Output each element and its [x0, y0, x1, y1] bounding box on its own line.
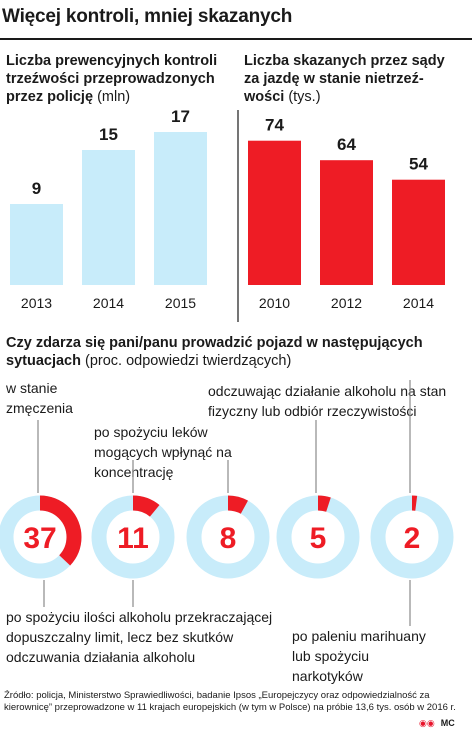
publisher-logo: ◉◉ MC — [419, 718, 455, 729]
title-rule — [0, 38, 472, 40]
bar-2013 — [10, 204, 63, 285]
donut-slice — [370, 495, 454, 579]
label-marihuana: po paleniu marihuany lub spożyciu narkot… — [292, 628, 426, 684]
donut-slice — [276, 495, 360, 579]
left-chart-title: Liczba prewencyjnych kontroli trzeźwości… — [6, 52, 231, 106]
question-title-text: Czy zdarza się pani/panu prowadzić pojaz… — [6, 335, 423, 369]
right-bar-chart: 74 2010 64 2012 54 2014 — [248, 116, 445, 311]
bar-value-label: 74 — [265, 116, 284, 135]
bar-charts: 9 2013 15 2014 17 2015 74 2010 64 2012 54 2014 — [10, 107, 445, 322]
category-label: 2012 — [331, 295, 362, 311]
left-chart-title-text: Liczba prewencyjnych kontroli trzeźwości… — [6, 53, 218, 105]
bar-value-label: 15 — [99, 125, 118, 144]
category-label: 2014 — [93, 295, 124, 311]
left-chart-unit: (mln) — [97, 89, 131, 105]
bar-2012 — [320, 160, 373, 285]
label-leki: po spożyciu leków mogących wpłynąć na ko… — [94, 424, 232, 480]
left-bar-chart: 9 2013 15 2014 17 2015 — [10, 107, 207, 311]
category-label: 2013 — [21, 295, 52, 311]
category-label: 2014 — [403, 295, 434, 311]
bar-2014 — [392, 179, 445, 285]
logo-icon: ◉◉ — [419, 718, 435, 728]
bar-value-label: 54 — [409, 155, 428, 174]
bar-value-label: 9 — [32, 179, 41, 198]
bar-2010 — [248, 140, 301, 285]
leader-lines — [37, 380, 411, 626]
donut-value-label: 5 — [310, 522, 327, 555]
right-chart-title-text: Liczba skazanych przez sądy za jazdę w s… — [244, 53, 445, 105]
bar-2014 — [82, 150, 135, 285]
donut: 8 — [186, 495, 270, 579]
donut-value-label: 8 — [220, 522, 237, 555]
donut: 2 — [370, 495, 454, 579]
donut-value-label: 37 — [23, 522, 56, 555]
question-unit: (proc. odpowiedzi twierdzących) — [85, 353, 292, 369]
category-label: 2010 — [259, 295, 290, 311]
donut-value-label: 2 — [404, 522, 421, 555]
donut-slice — [0, 495, 82, 579]
donut-slice — [186, 495, 270, 579]
donut: 5 — [276, 495, 360, 579]
label-alkohol-stan: odczuwając działanie alkoholu na stan fi… — [208, 383, 447, 419]
right-chart-unit: (tys.) — [288, 89, 321, 105]
page-title: Więcej kontroli, mniej skazanych — [2, 6, 293, 27]
label-zmeczenie: w stanie zmęczenia — [6, 380, 73, 416]
bar-value-label: 64 — [337, 135, 356, 154]
donut-charts: 37 11 8 5 2 — [0, 380, 454, 626]
source-note: Źródło: policja, Ministerstwo Sprawiedli… — [4, 690, 456, 713]
bar-value-label: 17 — [171, 107, 190, 126]
label-alkohol-limit: po spożyciu ilości alkoholu przekraczają… — [6, 609, 273, 665]
logo-text: MC — [440, 718, 455, 728]
question-title: Czy zdarza się pani/panu prowadzić pojaz… — [6, 334, 466, 370]
donut: 11 — [91, 495, 175, 579]
donut-group: 37 11 8 5 2 — [0, 495, 454, 579]
donut-slice — [91, 495, 175, 579]
bar-2015 — [154, 132, 207, 285]
donut-value-label: 11 — [117, 522, 149, 555]
right-chart-title: Liczba skazanych przez sądy za jazdę w s… — [244, 52, 459, 106]
category-label: 2015 — [165, 295, 196, 311]
donut: 37 — [0, 495, 82, 579]
